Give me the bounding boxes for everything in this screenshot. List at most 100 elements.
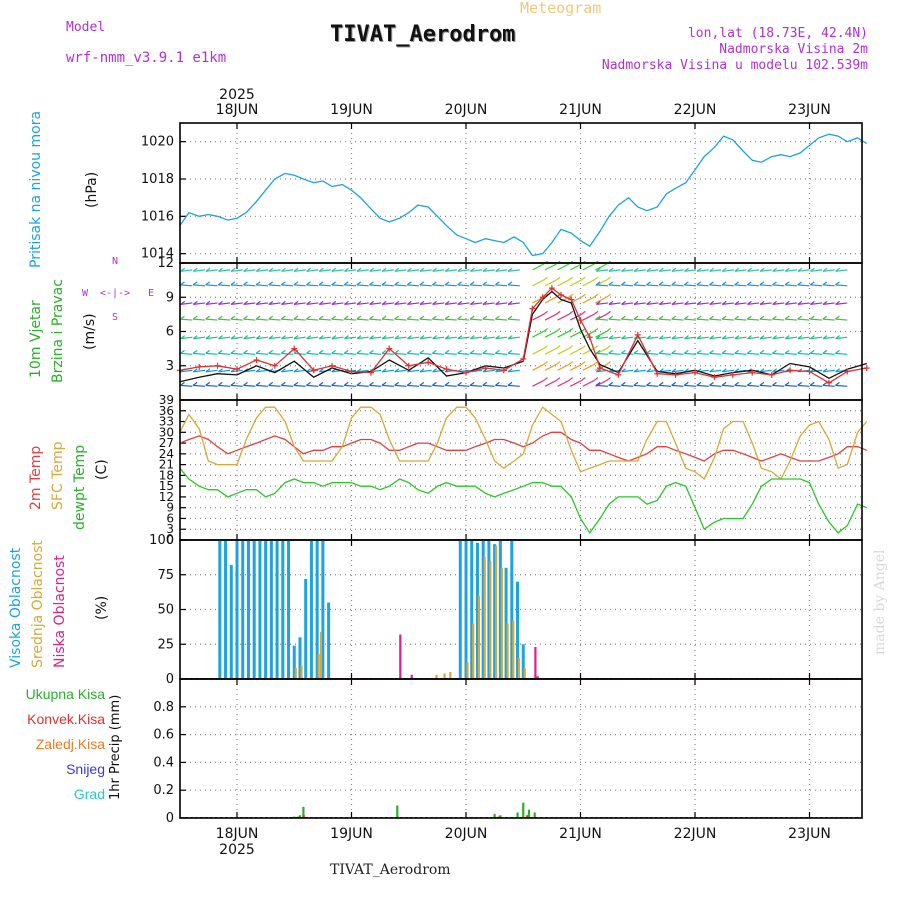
- wind-arrow-head: [633, 281, 639, 286]
- wind-arrow-head: [620, 315, 626, 320]
- wind-arrow: [306, 318, 319, 321]
- wind-arrow: [544, 364, 557, 371]
- bar-niska-oblacnost: [534, 647, 537, 679]
- wind-arrow: [318, 318, 331, 321]
- wind-arrow-head: [356, 300, 362, 305]
- wind-arrow-head: [734, 349, 740, 354]
- wind-arrow-head: [495, 281, 500, 286]
- wind-arrow-head: [507, 381, 513, 386]
- wind-arrow: [344, 336, 357, 340]
- wind-arrow: [734, 318, 747, 321]
- wind-arrow-head: [772, 267, 778, 272]
- wind-arrow-head: [671, 281, 677, 286]
- wind-arrow-head: [580, 345, 586, 350]
- wind-arrow-head: [595, 315, 601, 320]
- wind-arrow: [319, 269, 331, 272]
- bar-srednja-oblacnost: [472, 623, 475, 679]
- bar-visoka-oblacnost: [464, 540, 468, 679]
- wind-arrow-head: [482, 335, 488, 340]
- wind-arrow-head: [709, 281, 714, 286]
- wind-arrow-head: [784, 300, 790, 305]
- panel-frame: [179, 122, 863, 264]
- wind-arrow-head: [555, 310, 561, 315]
- wind-arrow: [268, 384, 281, 387]
- wind-arrow-head: [797, 315, 803, 320]
- wind-arrow: [432, 352, 445, 355]
- wind-arrow: [835, 318, 848, 321]
- y-tick-label: 12: [159, 490, 174, 504]
- wind-arrow: [243, 336, 256, 340]
- lonlat-label: lon,lat (18.73E, 42.4N): [687, 26, 868, 41]
- wind-arrow-head: [331, 381, 336, 386]
- bar-niska-oblacnost: [399, 634, 402, 679]
- wind-arrow: [734, 384, 747, 387]
- wind-arrow-head: [394, 300, 400, 305]
- bar-ukupna-kisa: [533, 812, 536, 818]
- wind-arrow-head: [621, 335, 626, 340]
- wind-arrow: [180, 352, 193, 355]
- bar-visoka-oblacnost: [481, 540, 485, 679]
- wind-arrow: [684, 269, 697, 272]
- wind-arrow-head: [205, 300, 211, 305]
- wind-arrow-head: [419, 335, 425, 340]
- wind-arrow-head: [444, 281, 450, 286]
- wind-arrow-head: [306, 349, 311, 354]
- wind-arrow: [507, 284, 520, 287]
- wind-arrow-head: [633, 315, 639, 320]
- wind-arrow: [709, 318, 722, 321]
- wind-arrow-head: [318, 300, 324, 305]
- wind-arrow-head: [646, 267, 652, 272]
- wind-arrow: [608, 284, 621, 287]
- wind-arrow: [684, 284, 697, 287]
- wind-arrow-head: [747, 267, 752, 272]
- wind-arrow: [697, 269, 709, 272]
- wind-arrow-head: [759, 349, 765, 354]
- wind-arrow-head: [293, 368, 299, 373]
- wind-arrow: [482, 369, 495, 373]
- y-tick-label: 36: [159, 404, 174, 418]
- wind-arrow-head: [606, 293, 611, 298]
- wind-arrow-head: [835, 381, 840, 386]
- bar-srednja-oblacnost: [523, 667, 526, 679]
- wind-arrow-head: [268, 281, 274, 286]
- wind-arrow: [318, 352, 331, 355]
- bar-srednja-oblacnost: [517, 658, 521, 679]
- wind-arrow-head: [507, 368, 513, 373]
- wind-arrow: [621, 336, 634, 340]
- wind-arrow-head: [457, 300, 463, 305]
- wind-arrow-head: [543, 361, 548, 366]
- wind-arrow: [318, 384, 331, 387]
- wind-arrow-head: [457, 349, 462, 354]
- wind-arrow: [810, 269, 823, 272]
- wind-arrow: [544, 380, 557, 387]
- wind-arrow-head: [606, 345, 611, 350]
- wind-arrow-head: [268, 381, 274, 386]
- bar-ukupna-kisa: [298, 815, 302, 818]
- wind-arrow-head: [658, 315, 664, 320]
- wind-arrow: [344, 284, 357, 287]
- wind-arrow-head: [356, 349, 362, 354]
- wind-arrow-head: [230, 281, 236, 286]
- wind-arrow-head: [734, 281, 740, 286]
- wind-arrow-head: [331, 349, 336, 354]
- wind-arrow: [256, 269, 268, 272]
- wind-arrow: [646, 284, 659, 287]
- wind-arrow-head: [381, 267, 387, 272]
- wind-arrow: [457, 284, 470, 287]
- wind-arrow: [671, 318, 684, 321]
- wind-arrow: [709, 369, 722, 373]
- wind-arrow-head: [606, 361, 611, 366]
- wind-arrow-head: [606, 327, 611, 332]
- wind-arrow-head: [646, 300, 652, 305]
- wind-arrow: [671, 269, 684, 272]
- wind-arrow: [734, 302, 747, 305]
- wind-arrow-head: [255, 281, 261, 286]
- wind-arrow-head: [696, 335, 702, 340]
- wind-arrow: [256, 352, 268, 355]
- wind-arrow-head: [759, 315, 765, 320]
- wind-arrow: [369, 269, 382, 272]
- wind-arrow-head: [343, 281, 349, 286]
- wind-arrow-head: [394, 335, 400, 340]
- wind-arrow-head: [293, 315, 299, 320]
- wind-arrow-head: [281, 368, 286, 373]
